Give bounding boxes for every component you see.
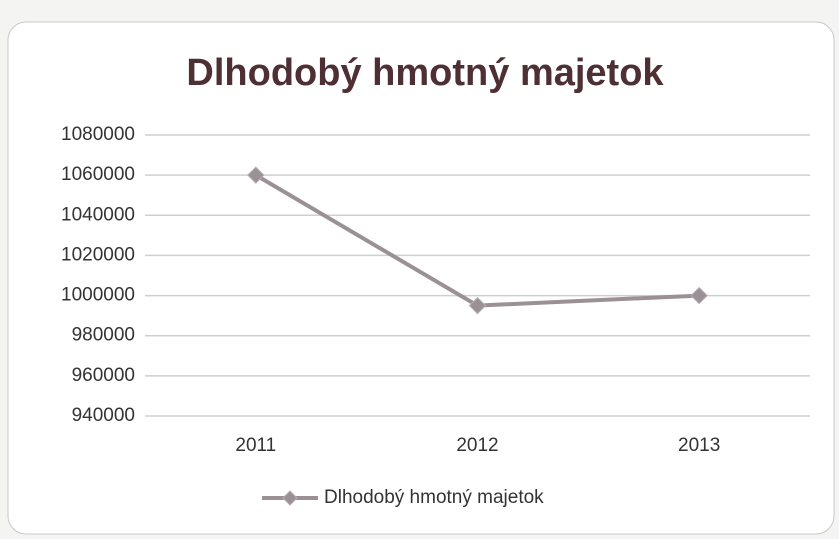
chart-title: Dlhodobý hmotný majetok: [186, 52, 664, 94]
point-marker: [690, 286, 708, 305]
y-tick-label: 960000: [72, 365, 135, 386]
point-marker: [247, 166, 265, 184]
y-tick-label: 940000: [72, 405, 135, 426]
x-tick-label: 2013: [678, 435, 720, 456]
x-tick-label: 2011: [235, 435, 276, 456]
y-tick-label: 1000000: [61, 285, 135, 306]
chart-background: [7, 21, 835, 535]
y-tick-label: 1020000: [61, 244, 135, 265]
y-tick-label: 1080000: [61, 124, 135, 145]
y-tick-label: 1060000: [61, 164, 135, 185]
y-tick-label: 1040000: [61, 204, 135, 225]
point-marker: [468, 296, 487, 315]
y-tick-label: 980000: [72, 325, 135, 346]
legend-swatch-marker: [282, 490, 298, 506]
x-tick-label: 2012: [456, 435, 498, 456]
legend-label: Dlhodobý hmotný majetok: [324, 487, 544, 508]
